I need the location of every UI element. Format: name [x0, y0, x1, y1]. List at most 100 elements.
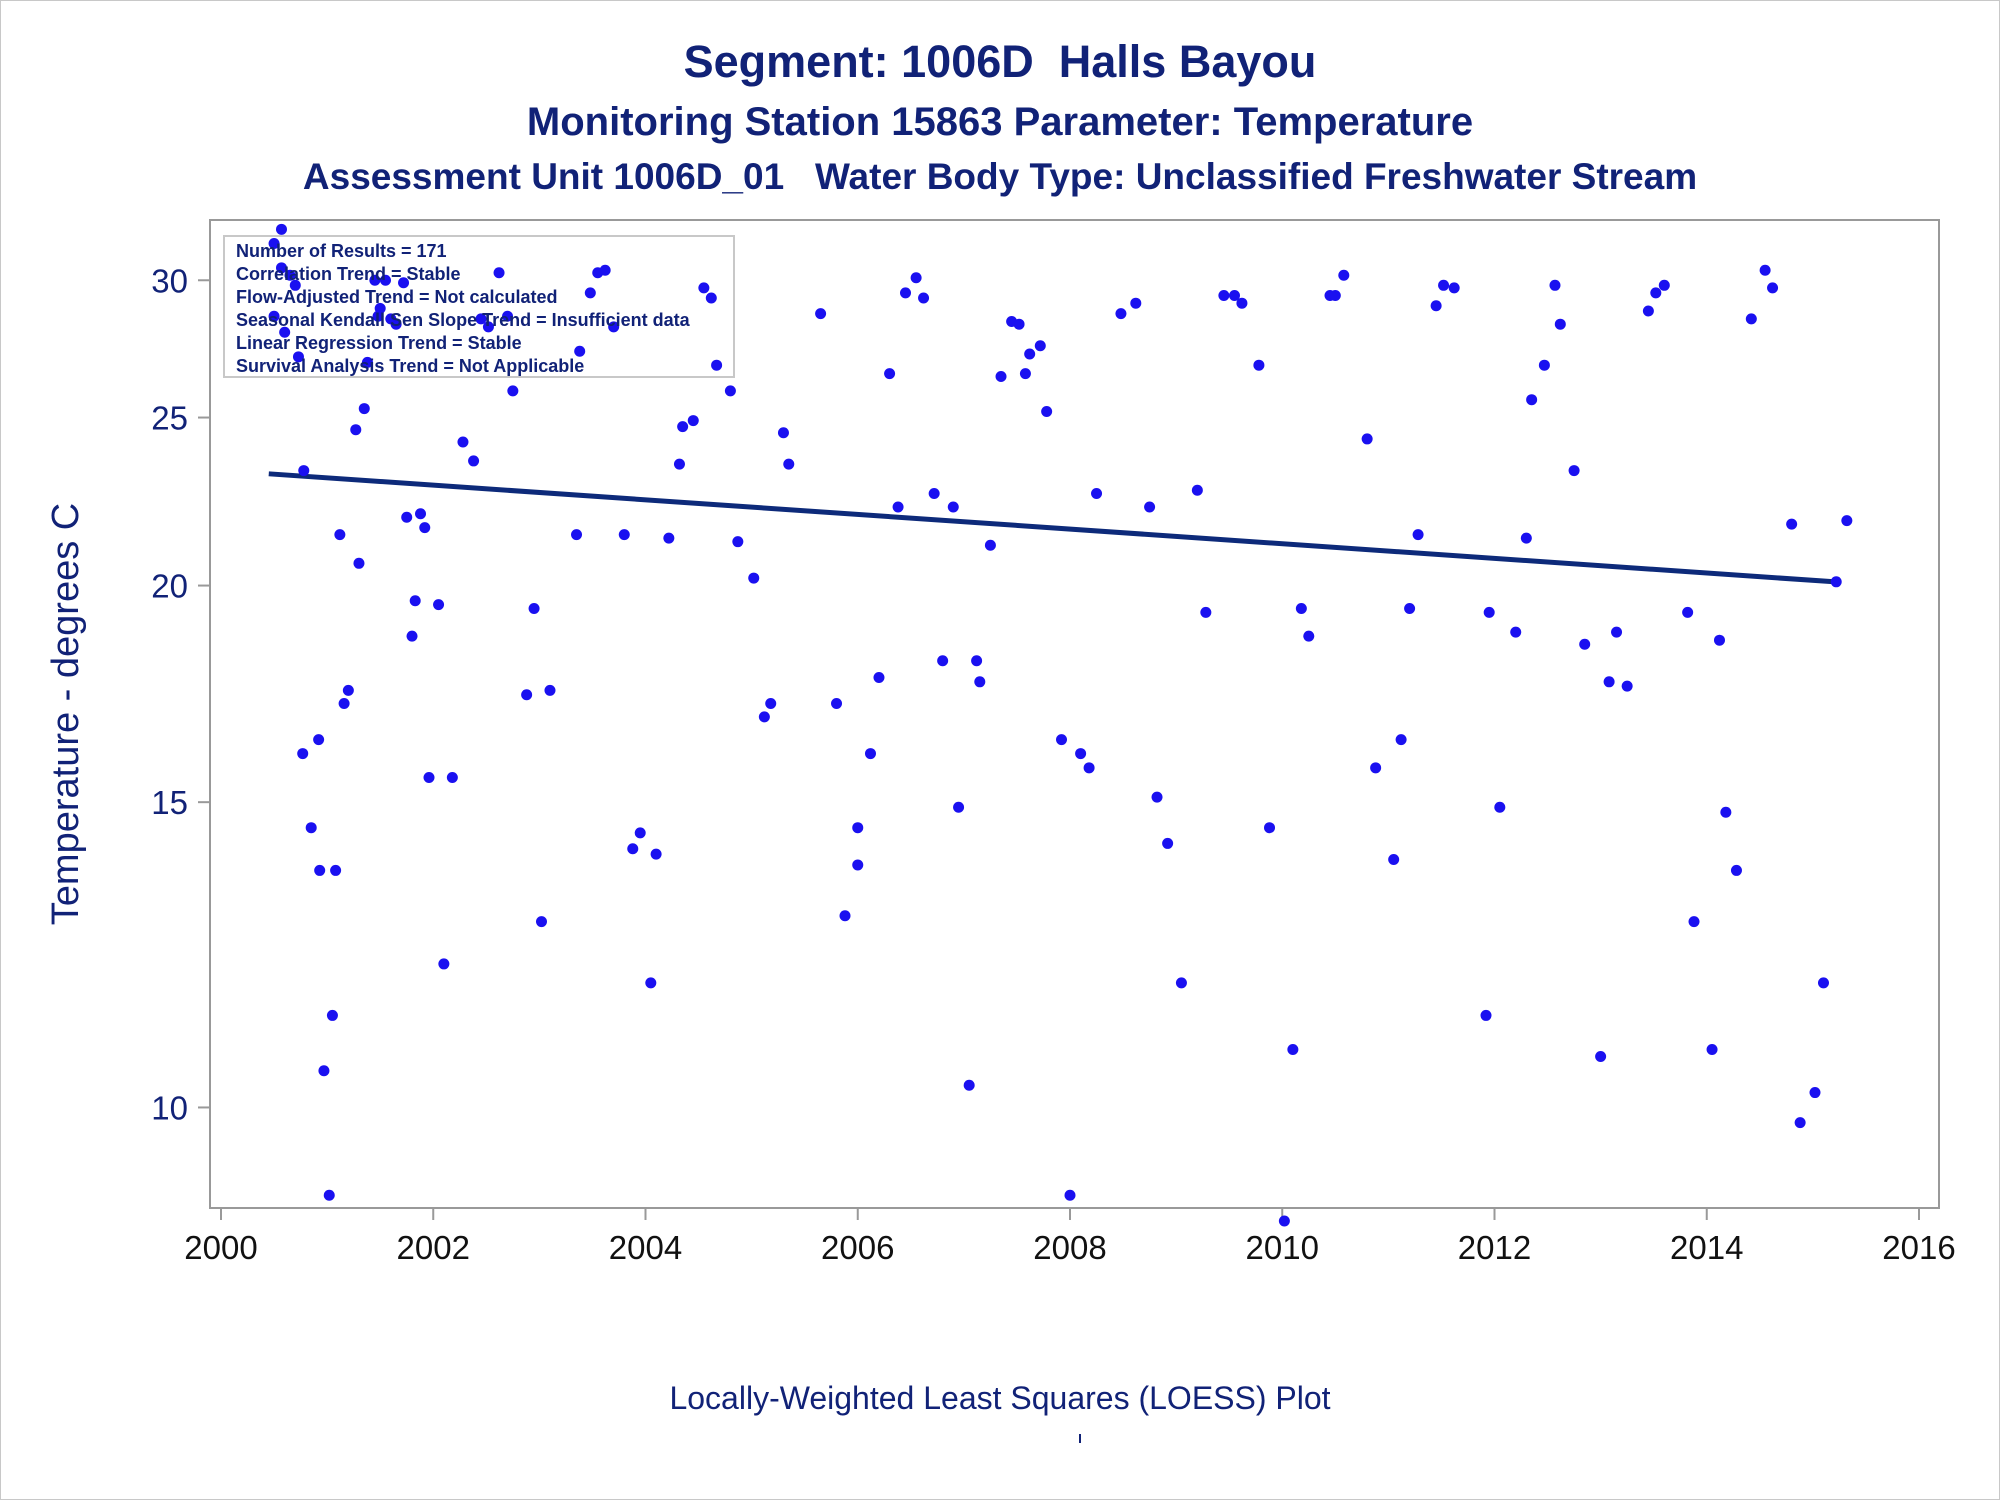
stats-line: Correlation Trend = Stable	[236, 264, 461, 284]
data-point	[433, 599, 445, 611]
data-point	[724, 385, 736, 397]
data-point	[379, 274, 391, 286]
data-point	[1019, 368, 1031, 380]
data-point	[1817, 977, 1829, 989]
data-point	[1494, 801, 1506, 813]
data-point	[1595, 1051, 1607, 1063]
data-point	[268, 310, 280, 322]
data-point	[673, 458, 685, 470]
data-point	[1526, 394, 1538, 406]
data-point	[1329, 289, 1341, 301]
data-point	[1091, 488, 1103, 500]
data-point	[338, 698, 350, 710]
stats-line: Flow-Adjusted Trend = Not calculated	[236, 287, 558, 307]
data-point	[1083, 762, 1095, 774]
data-point	[705, 292, 717, 304]
data-point	[1218, 289, 1230, 301]
data-point	[475, 313, 487, 325]
data-points	[268, 223, 1853, 1227]
data-point	[438, 958, 450, 970]
footnote-mark	[1079, 1434, 1081, 1443]
data-point	[342, 684, 354, 696]
y-tick-label: 20	[151, 568, 188, 605]
chart-subtitle: Monitoring Station 15863 Parameter: Temp…	[526, 100, 1474, 144]
data-point	[1075, 748, 1087, 760]
data-point	[852, 859, 864, 871]
data-point	[1568, 465, 1580, 477]
data-point	[350, 424, 362, 436]
data-point	[423, 771, 435, 783]
data-point	[1786, 518, 1798, 530]
data-point	[292, 351, 304, 363]
data-point	[1024, 348, 1036, 360]
data-point	[1034, 340, 1046, 352]
data-point	[1448, 282, 1460, 294]
data-point	[645, 977, 657, 989]
data-point	[457, 436, 469, 448]
data-point	[468, 455, 480, 467]
data-point	[314, 864, 326, 876]
data-point	[1658, 279, 1670, 291]
data-point	[584, 287, 596, 299]
data-point	[390, 318, 402, 330]
data-point	[618, 529, 630, 541]
data-point	[571, 529, 583, 541]
data-point	[1253, 359, 1265, 371]
chart-title: Segment: 1006D Halls Bayou	[683, 36, 1317, 87]
data-point	[1611, 626, 1623, 638]
chart-subtitle-secondary: Assessment Unit 1006D_01 Water Body Type…	[302, 156, 1698, 197]
data-point	[1144, 501, 1156, 513]
data-point	[1841, 515, 1853, 527]
data-point	[873, 672, 885, 684]
data-point	[409, 595, 421, 607]
data-point	[1483, 606, 1495, 618]
stats-inset-box	[223, 235, 735, 378]
x-tick-label: 2000	[184, 1229, 257, 1266]
data-point	[634, 827, 646, 839]
x-tick-label: 2002	[397, 1229, 470, 1266]
stats-line: Number of Results = 171	[236, 241, 447, 261]
data-point	[1338, 269, 1350, 281]
data-point	[663, 532, 675, 544]
data-point	[1767, 282, 1779, 294]
data-point	[831, 698, 843, 710]
data-point	[963, 1079, 975, 1091]
data-point	[677, 421, 689, 433]
data-point	[864, 748, 876, 760]
y-tick-label: 10	[151, 1089, 188, 1126]
data-point	[599, 264, 611, 276]
data-point	[1830, 576, 1842, 588]
data-point	[1554, 318, 1566, 330]
data-point	[608, 321, 620, 333]
data-point	[1264, 822, 1276, 834]
data-point	[330, 864, 342, 876]
data-point	[698, 282, 710, 294]
x-tick-label: 2008	[1033, 1229, 1106, 1266]
data-point	[974, 676, 986, 688]
stats-line: Survival Analysis Trend = Not Applicable	[236, 356, 584, 376]
data-point	[937, 655, 949, 667]
data-point	[984, 539, 996, 551]
data-point	[535, 916, 547, 928]
data-point	[1064, 1189, 1076, 1201]
data-point	[1642, 305, 1654, 317]
data-point	[1303, 630, 1315, 642]
data-point	[361, 356, 373, 368]
data-point	[687, 415, 699, 427]
data-point	[528, 602, 540, 614]
trend-line-group	[268, 471, 1835, 585]
data-point	[275, 262, 287, 274]
data-point	[398, 277, 410, 289]
data-point	[1361, 433, 1373, 445]
data-point	[415, 508, 427, 520]
data-point	[1621, 680, 1633, 692]
data-point	[446, 771, 458, 783]
x-tick-label: 2006	[821, 1229, 894, 1266]
data-point	[947, 501, 959, 513]
data-point	[318, 1065, 330, 1077]
data-point	[1713, 634, 1725, 646]
data-point	[711, 359, 723, 371]
data-point	[507, 385, 519, 397]
data-point	[1295, 602, 1307, 614]
data-point	[1745, 313, 1757, 325]
